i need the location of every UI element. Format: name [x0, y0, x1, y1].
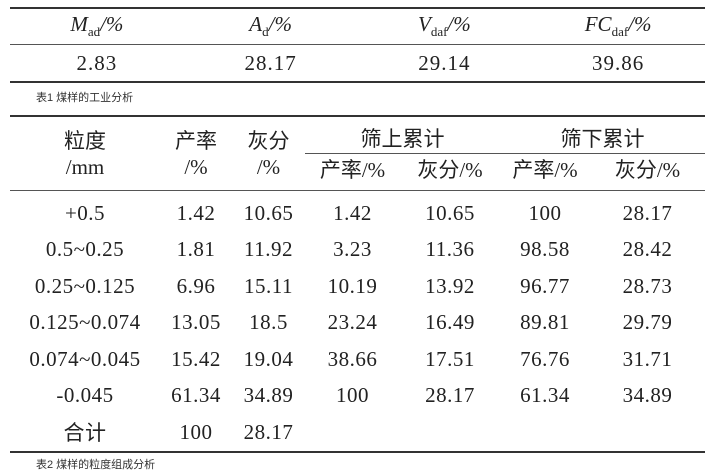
table-cell: 3.23 [333, 237, 372, 262]
table-cell: 34.89 [622, 383, 673, 408]
value-fcdaf: 39.86 [592, 50, 645, 75]
table-cell: 17.51 [425, 346, 475, 371]
table-cell: 10.65 [425, 200, 475, 225]
table-row: 0.5~0.25 1.81 11.92 3.23 11.36 98.58 28.42 [10, 232, 705, 269]
header-mad: Mad/% [10, 8, 184, 45]
table-cell [305, 414, 400, 452]
table-cell: 100 [336, 383, 369, 408]
table-cell: 合计 [63, 421, 107, 446]
header-vdaf: Vdaf/% [357, 8, 532, 45]
header-size: 粒度/mm [10, 116, 160, 191]
table-cell: -0.045 [56, 383, 114, 408]
table-cell: 100 [528, 200, 562, 225]
table-cell: 29.79 [622, 310, 673, 335]
table-cell: 10.19 [327, 273, 378, 298]
header-oversize-yield: 产率/% [305, 153, 400, 191]
value-vdaf: 29.14 [418, 50, 471, 75]
table-cell [400, 414, 500, 452]
table-cell: 15.11 [244, 273, 293, 298]
table-cell: 1.42 [176, 200, 216, 225]
table-cell: 28.17 [425, 383, 475, 408]
table-cell: 23.24 [327, 310, 378, 335]
table1-caption: 表1 煤样的工业分析 [36, 92, 134, 104]
table-header-row: Mad/% Ad/% Vdaf/% FCdaf/% [10, 8, 705, 45]
table-cell: 96.77 [520, 273, 570, 298]
table-cell: +0.5 [64, 200, 106, 225]
table-cell: 6.96 [176, 273, 216, 298]
proximate-analysis-table: Mad/% Ad/% Vdaf/% FCdaf/% 2.83 28.17 29.… [10, 7, 705, 83]
size-composition-table: 粒度/mm 产率/% 灰分/% 筛上累计 筛下累计 产率/% 灰分/% 产率/%… [10, 115, 705, 453]
table-cell: 13.92 [425, 273, 475, 298]
header-ad: Ad/% [183, 8, 358, 45]
table-row: -0.045 61.34 34.89 100 28.17 61.34 34.89 [10, 378, 705, 415]
table-cell: 0.25~0.125 [34, 273, 136, 298]
table-cell: 31.71 [622, 346, 673, 371]
header-oversize-ash: 灰分/% [400, 153, 500, 191]
header-undersize-cumulative: 筛下累计 [500, 116, 705, 154]
table-row: 0.074~0.045 15.42 19.04 38.66 17.51 76.76 31.7… [10, 341, 705, 378]
header-fcdaf: FCdaf/% [531, 8, 705, 45]
value-ad: 28.17 [244, 50, 297, 75]
header-oversize-cumulative: 筛上累计 [305, 116, 500, 154]
table-cell: 34.89 [243, 383, 294, 408]
value-mad: 2.83 [76, 50, 118, 75]
table-cell: 15.42 [171, 346, 221, 371]
table-cell: 38.66 [327, 346, 378, 371]
header-yield: 产率/% [160, 116, 232, 191]
table-cell: 28.73 [622, 273, 673, 298]
table-row: 0.125~0.074 13.05 18.5 23.24 16.49 89.81 29.79 [10, 305, 705, 342]
table-cell: 0.074~0.045 [29, 346, 141, 371]
header-undersize-yield: 产率/% [500, 153, 590, 191]
table-subheader-row: 产率/% 灰分/% 产率/% 灰分/% [10, 153, 705, 191]
table-cell: 16.49 [425, 310, 475, 335]
table-cell: 98.58 [520, 237, 570, 262]
table-cell: 0.125~0.074 [29, 310, 141, 335]
table-cell: 0.5~0.25 [45, 237, 125, 262]
table-cell: 28.17 [622, 200, 673, 225]
table-cell: 28.42 [622, 237, 673, 262]
table-cell [590, 414, 705, 452]
table-row: 合计 100 28.17 [10, 414, 705, 452]
table-cell: 61.34 [171, 383, 221, 408]
table-cell: 1.81 [176, 237, 216, 262]
header-undersize-ash: 灰分/% [590, 153, 705, 191]
table-cell: 18.5 [249, 310, 288, 335]
table-cell: 10.65 [243, 200, 294, 225]
table-row: +0.5 1.42 10.65 1.42 10.65 100 28.17 [10, 191, 705, 232]
table-header-row: 粒度/mm 产率/% 灰分/% 筛上累计 筛下累计 [10, 116, 705, 191]
table-cell: 11.36 [425, 237, 475, 262]
table-row: 2.83 28.17 29.14 39.86 [10, 45, 705, 83]
table-cell: 1.42 [333, 200, 372, 225]
table-cell: 11.92 [244, 237, 293, 262]
table-cell: 28.17 [243, 419, 294, 444]
header-ash: 灰分/% [232, 116, 305, 191]
table-cell: 19.04 [243, 346, 294, 371]
table-cell: 100 [179, 419, 213, 444]
table-cell: 89.81 [520, 310, 570, 335]
table-cell: 61.34 [520, 383, 570, 408]
table-cell [500, 414, 590, 452]
table-cell: 13.05 [171, 310, 221, 335]
table2-caption: 表2 煤样的粒度组成分析 [36, 459, 156, 471]
table-row: 0.25~0.125 6.96 15.11 10.19 13.92 96.77 28.73 [10, 268, 705, 305]
table-cell: 76.76 [520, 346, 570, 371]
